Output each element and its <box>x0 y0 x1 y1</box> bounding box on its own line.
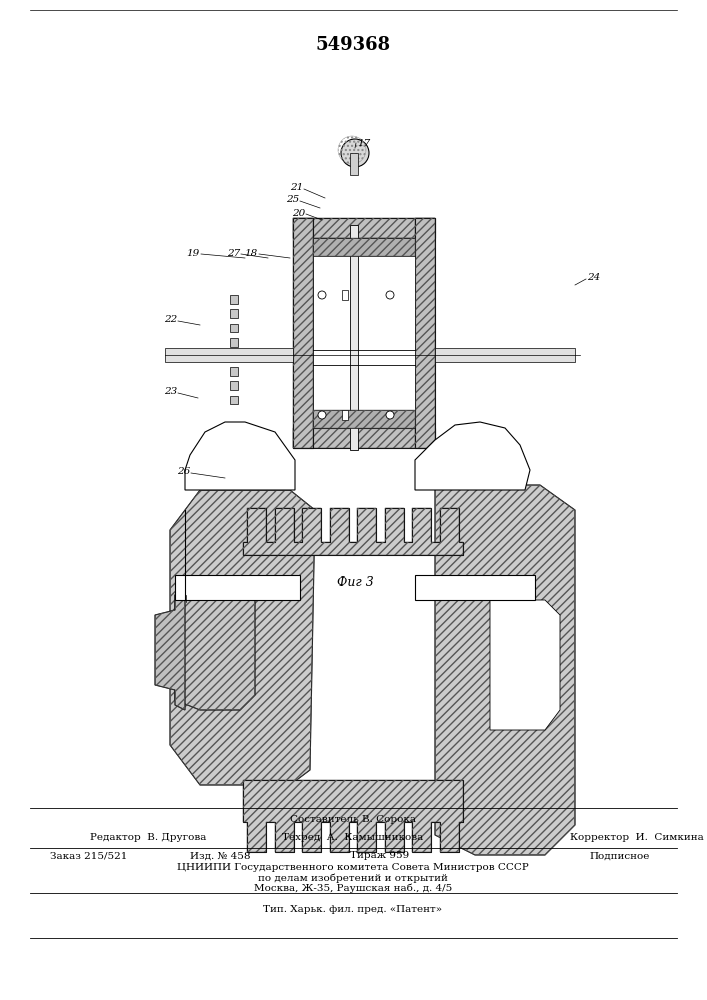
Bar <box>293 218 313 448</box>
Text: Изд. № 458: Изд. № 458 <box>189 852 250 860</box>
Bar <box>313 238 415 428</box>
Text: 27: 27 <box>227 248 240 257</box>
Bar <box>230 324 238 332</box>
Text: Корректор  И.  Симкина: Корректор И. Симкина <box>570 832 703 842</box>
Text: ЦНИИПИ Государственного комитета Совета Министров СССР: ЦНИИПИ Государственного комитета Совета … <box>177 862 529 871</box>
Text: Редактор  В. Другова: Редактор В. Другова <box>90 832 206 842</box>
Bar <box>230 295 238 304</box>
Text: по делам изобретений и открытий: по делам изобретений и открытий <box>258 873 448 883</box>
Bar <box>350 153 358 175</box>
Bar <box>293 428 435 448</box>
Text: 25: 25 <box>286 196 299 205</box>
Text: Техред  А.  Камышникова: Техред А. Камышникова <box>282 832 423 842</box>
Polygon shape <box>243 508 463 555</box>
Text: Тираж 959: Тираж 959 <box>351 852 409 860</box>
Bar <box>293 218 313 448</box>
Text: 19: 19 <box>187 248 200 257</box>
Bar <box>293 218 435 238</box>
Polygon shape <box>155 590 185 710</box>
Bar <box>293 218 435 238</box>
Bar <box>313 238 415 256</box>
Polygon shape <box>435 485 575 855</box>
Polygon shape <box>185 422 295 490</box>
Bar <box>342 410 348 420</box>
Text: 18: 18 <box>245 248 258 257</box>
Text: 21: 21 <box>290 184 303 192</box>
Bar <box>350 225 358 450</box>
Circle shape <box>386 411 394 419</box>
Text: 26: 26 <box>177 468 190 477</box>
Text: Подписное: Подписное <box>590 852 650 860</box>
Bar <box>313 238 415 256</box>
Bar <box>230 338 238 347</box>
Bar <box>415 575 535 600</box>
Bar <box>313 410 415 428</box>
Bar <box>342 290 348 300</box>
Text: Составитель В. Сорока: Составитель В. Сорока <box>290 816 416 824</box>
Circle shape <box>318 291 326 299</box>
Bar <box>230 381 238 390</box>
Bar <box>415 218 435 448</box>
Polygon shape <box>490 600 560 730</box>
Polygon shape <box>175 585 255 710</box>
Bar <box>415 218 435 448</box>
Circle shape <box>386 291 394 299</box>
Text: Тип. Харьк. фил. пред. «Патент»: Тип. Харьк. фил. пред. «Патент» <box>264 906 443 914</box>
Bar <box>175 575 300 600</box>
Bar <box>165 348 293 362</box>
Polygon shape <box>170 490 315 785</box>
Text: 22: 22 <box>164 316 177 324</box>
Bar <box>313 410 415 428</box>
Bar <box>230 396 238 404</box>
Circle shape <box>341 139 369 167</box>
Text: 23: 23 <box>164 387 177 396</box>
Text: Москва, Ж-35, Раушская наб., д. 4/5: Москва, Ж-35, Раушская наб., д. 4/5 <box>254 883 452 893</box>
Bar <box>230 367 238 375</box>
Polygon shape <box>415 422 530 490</box>
Circle shape <box>318 411 326 419</box>
Bar <box>230 353 238 361</box>
Text: Фиг 3: Фиг 3 <box>337 576 373 589</box>
Bar <box>435 348 575 362</box>
Bar <box>230 309 238 318</box>
Text: 20: 20 <box>292 209 305 218</box>
Text: 17: 17 <box>357 138 370 147</box>
Text: Заказ 215/521: Заказ 215/521 <box>50 852 127 860</box>
Text: 24: 24 <box>587 273 600 282</box>
Bar <box>293 428 435 448</box>
Polygon shape <box>243 780 463 852</box>
Text: 549368: 549368 <box>315 36 390 54</box>
